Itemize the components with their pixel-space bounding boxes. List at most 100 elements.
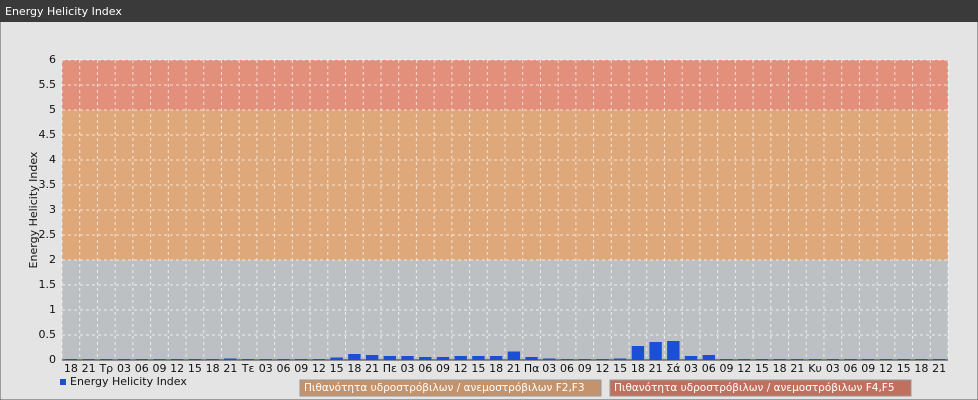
x-tick-label: 18: [489, 362, 503, 375]
legend-label: Energy Helicity Index: [70, 375, 187, 388]
x-tick-label: 09: [861, 362, 875, 375]
bar: [348, 354, 361, 360]
band-legend-box: [299, 379, 602, 397]
x-tick-label: 06: [702, 362, 716, 375]
x-tick-label: 06: [560, 362, 574, 375]
bar: [436, 357, 450, 360]
bar: [383, 356, 397, 360]
x-tick-label: 15: [188, 362, 202, 375]
x-tick-label: 03: [401, 362, 415, 375]
bar: [543, 358, 556, 360]
y-tick-label: 6: [49, 53, 56, 66]
x-tick-label: 12: [454, 362, 468, 375]
bar: [702, 355, 715, 360]
bar: [259, 359, 272, 360]
y-tick-label: 3.5: [39, 178, 57, 191]
x-tick-label: 09: [294, 362, 308, 375]
bar: [613, 358, 627, 360]
bar: [224, 358, 237, 360]
x-tick-label: 09: [578, 362, 592, 375]
x-tick-label: 18: [773, 362, 787, 375]
x-tick-label: 21: [365, 362, 379, 375]
x-tick-label: 15: [471, 362, 485, 375]
x-tick-label: 18: [347, 362, 361, 375]
x-tick-label: 18: [64, 362, 78, 375]
bar: [826, 359, 840, 360]
bar: [755, 359, 769, 360]
bar: [135, 359, 148, 360]
x-tick-label: 03: [826, 362, 840, 375]
bar: [596, 359, 609, 360]
bar: [170, 359, 184, 360]
x-tick-label: 18: [206, 362, 220, 375]
bar: [277, 359, 290, 360]
x-tick-label: 12: [170, 362, 184, 375]
bar: [667, 341, 680, 360]
bar: [720, 359, 733, 360]
x-tick-label: 12: [312, 362, 326, 375]
x-tick-label: 15: [613, 362, 627, 375]
bar: [773, 359, 786, 360]
y-tick-label: 0.5: [39, 328, 57, 341]
x-tick-label: 06: [135, 362, 149, 375]
bar: [153, 359, 166, 360]
x-tick-label: 09: [436, 362, 450, 375]
bar: [915, 359, 928, 360]
bar: [525, 357, 538, 360]
bar: [507, 351, 521, 360]
bar: [897, 359, 910, 360]
y-tick-label: 4.5: [39, 128, 57, 141]
bar: [64, 359, 78, 360]
bar: [631, 346, 645, 360]
x-tick-label: Τε: [241, 362, 255, 375]
y-tick-label: 2: [49, 253, 56, 266]
y-tick-label: 3: [49, 203, 56, 216]
bar: [117, 359, 131, 360]
y-tick-label: 0: [49, 353, 56, 366]
bar: [241, 359, 255, 360]
bar: [791, 359, 804, 360]
bar: [82, 359, 95, 360]
x-tick-label: Τρ: [98, 362, 113, 375]
y-tick-label: 5: [49, 103, 56, 116]
bar: [684, 356, 698, 360]
x-tick-label: 03: [259, 362, 273, 375]
x-tick-label: 03: [117, 362, 131, 375]
x-tick-label: 21: [649, 362, 663, 375]
x-tick-label: 15: [755, 362, 769, 375]
band-legend-box: [609, 379, 912, 397]
y-axis-label: Energy Helicity Index: [27, 151, 40, 268]
bar: [879, 359, 893, 360]
bar: [844, 359, 857, 360]
bar: [862, 359, 875, 360]
x-tick-label: 09: [152, 362, 166, 375]
bar: [330, 357, 343, 360]
x-tick-label: 21: [507, 362, 521, 375]
bar: [188, 359, 202, 360]
title-bar: [0, 0, 978, 22]
bar: [295, 359, 308, 360]
x-tick-label: Πε: [383, 362, 397, 375]
chart-title: Energy Helicity Index: [5, 5, 122, 18]
bar: [100, 359, 113, 360]
x-tick-label: 03: [684, 362, 698, 375]
x-tick-label: 12: [737, 362, 751, 375]
x-tick-label: 15: [897, 362, 911, 375]
band-legend-label: Πιθανότητα υδροστρόβιλων / ανεμοστρόβιλω…: [304, 382, 585, 394]
y-tick-label: 2.5: [39, 228, 57, 241]
x-tick-label: Κυ: [808, 362, 822, 375]
band-legend-label: Πιθανότητα υδροστρόβιλων / ανεμοστρόβιλω…: [614, 382, 895, 394]
bar: [454, 356, 467, 360]
bar: [489, 356, 503, 360]
bar: [560, 359, 574, 360]
bar: [419, 357, 432, 360]
x-tick-label: 21: [82, 362, 96, 375]
x-tick-label: 12: [595, 362, 609, 375]
y-tick-label: 1.5: [39, 278, 57, 291]
x-tick-label: Πα: [524, 362, 540, 375]
bar: [401, 356, 414, 360]
bar: [932, 359, 946, 360]
bar: [808, 359, 822, 360]
x-tick-label: 03: [542, 362, 556, 375]
